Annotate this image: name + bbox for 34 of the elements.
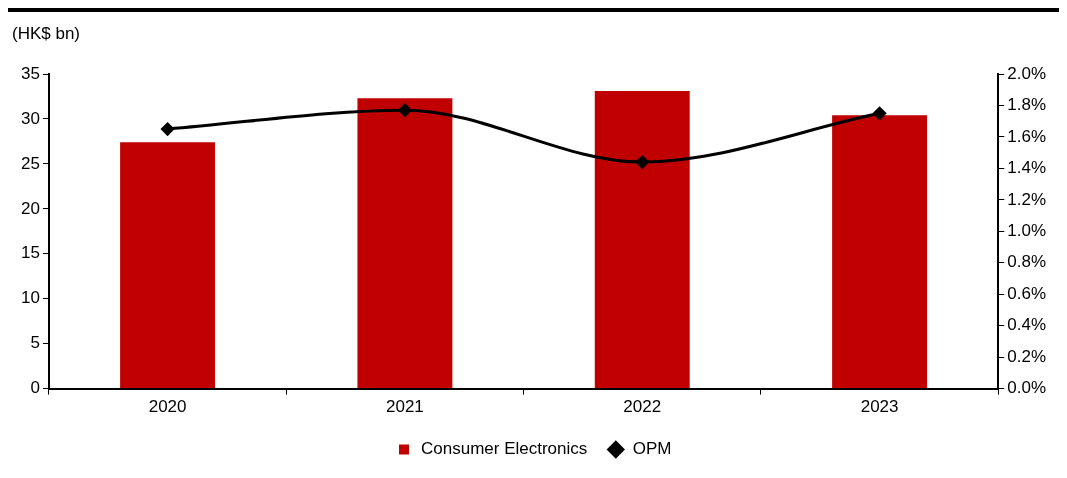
y2-tick-label: 1.4%	[1007, 158, 1046, 178]
x-tick-label: 2022	[623, 397, 662, 417]
point	[161, 122, 175, 136]
y-tick-label: 15	[20, 243, 40, 263]
bar	[120, 142, 216, 389]
y-tick-label: 25	[20, 153, 40, 173]
y-tick-label: 0	[30, 378, 40, 398]
bar	[594, 91, 690, 389]
x-tick-label: 2021	[386, 397, 424, 417]
y-axis-title: (HK$ bn)	[12, 24, 81, 44]
point	[873, 106, 887, 120]
y2-tick-label: 1.6%	[1007, 126, 1046, 146]
y-tick-label: 20	[20, 198, 40, 218]
bar	[357, 98, 453, 389]
y2-tick-label: 2.0%	[1007, 63, 1046, 83]
x-tick-label: 2020	[148, 397, 187, 417]
point	[635, 155, 649, 169]
y2-tick-label: 0.2%	[1007, 346, 1046, 366]
x-tick-label: 2023	[860, 397, 899, 417]
bar	[832, 115, 928, 389]
y2-tick-label: 0.0%	[1007, 378, 1046, 398]
legend-label: Consumer Electronics	[421, 439, 588, 459]
y-tick-label: 5	[30, 333, 40, 353]
y2-tick-label: 0.4%	[1007, 315, 1046, 335]
point	[398, 103, 412, 117]
y-tick-label: 35	[20, 63, 40, 83]
y-tick-label: 10	[20, 288, 40, 308]
y2-tick-label: 1.0%	[1007, 220, 1046, 240]
legend-label: OPM	[632, 439, 672, 459]
y2-tick-label: 1.8%	[1007, 95, 1046, 115]
y-tick-label: 30	[20, 108, 40, 128]
y2-tick-label: 0.8%	[1007, 252, 1046, 272]
y2-tick-label: 1.2%	[1007, 189, 1046, 209]
y2-tick-label: 0.6%	[1007, 283, 1046, 303]
